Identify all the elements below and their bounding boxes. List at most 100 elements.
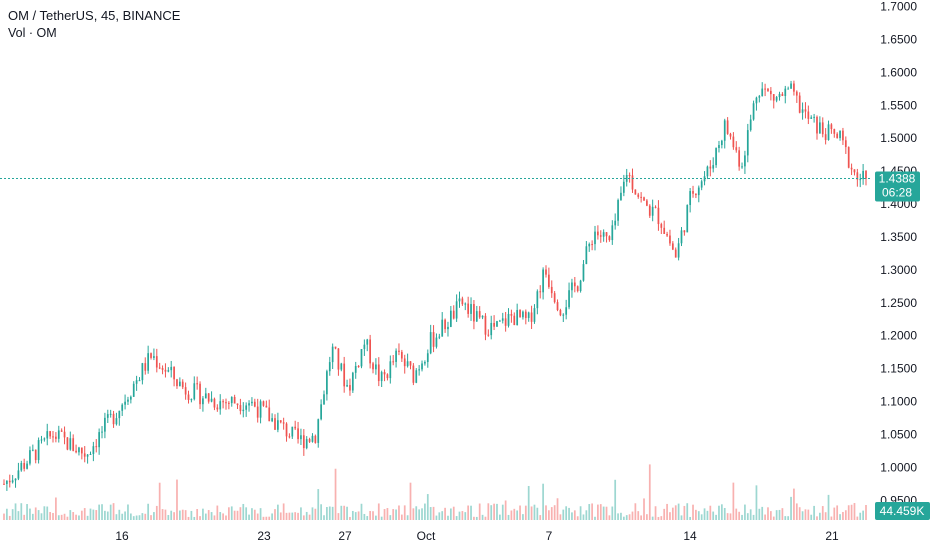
volume-bar — [565, 506, 568, 520]
candle-body — [153, 356, 155, 358]
candle-body — [302, 435, 305, 449]
volume-bar — [334, 468, 337, 520]
candle-body — [602, 232, 605, 237]
volume-bar — [86, 515, 89, 520]
candle-body — [836, 133, 839, 139]
volume-bar — [63, 513, 66, 520]
candle-body — [449, 310, 452, 327]
volume-bar — [173, 512, 175, 520]
volume-bar — [591, 503, 593, 520]
volume-bar — [568, 507, 570, 520]
candle-body — [253, 401, 256, 407]
volume-bar — [850, 504, 853, 520]
candle-body — [556, 302, 559, 311]
candle-body — [527, 312, 530, 318]
volume-bar — [242, 503, 245, 520]
volume-bar — [648, 464, 651, 520]
candle-body — [573, 282, 576, 287]
candle-body — [277, 420, 279, 430]
volume-bar — [646, 514, 648, 520]
candle-body — [389, 361, 392, 379]
candle-body — [199, 383, 201, 405]
candle-body — [441, 319, 444, 337]
volume-bar — [14, 503, 17, 520]
volume-bar — [614, 479, 617, 520]
candle-body — [654, 206, 657, 208]
candle-body — [40, 439, 43, 441]
volume-bar — [190, 510, 193, 520]
candle-body — [406, 361, 409, 367]
volume-bar — [377, 503, 380, 520]
candle-body — [597, 231, 599, 236]
candle-body — [268, 407, 271, 422]
candle-body — [403, 358, 406, 367]
volume-bar — [819, 512, 821, 520]
volume-bar — [225, 515, 227, 520]
volume-bar — [461, 511, 464, 520]
volume-bar — [202, 508, 204, 520]
volume-bar — [412, 508, 415, 520]
candle-body — [749, 119, 752, 131]
candle-body — [57, 430, 60, 439]
candle-body — [821, 122, 824, 135]
candle-body — [764, 88, 766, 90]
volume-bar — [735, 508, 738, 520]
volume-bar — [406, 515, 409, 520]
volume-bar — [233, 510, 236, 520]
y-tick-label: 1.0000 — [880, 460, 917, 474]
volume-tag-value: 44.459K — [880, 504, 925, 518]
volume-bar — [801, 511, 804, 520]
candle-body — [470, 304, 472, 314]
candle-body — [320, 404, 322, 420]
volume-bar — [89, 508, 92, 520]
volume-bar — [533, 504, 536, 520]
volume-bar — [6, 508, 8, 520]
volume-bar — [571, 512, 573, 520]
candle-body — [343, 363, 346, 387]
volume-bar — [475, 516, 478, 520]
volume-bar — [836, 505, 839, 520]
candle-body — [311, 435, 314, 442]
volume-bar — [308, 514, 311, 520]
candle-body — [129, 396, 132, 400]
volume-bar — [236, 510, 239, 520]
candle-body — [86, 454, 89, 457]
volume-bar — [34, 507, 37, 520]
candle-body — [833, 129, 836, 134]
y-tick-label: 1.7000 — [880, 0, 917, 14]
volume-bar — [17, 511, 20, 520]
volume-bar — [504, 500, 507, 520]
volume-bar — [375, 515, 377, 520]
volume-bar — [726, 513, 729, 520]
candle-body — [222, 401, 224, 403]
volume-bar — [723, 507, 726, 520]
candle-body — [78, 447, 80, 453]
volume-bar — [176, 479, 178, 520]
volume-bar — [144, 513, 147, 520]
candle-body — [824, 134, 827, 141]
x-tick-label: Oct — [417, 529, 436, 543]
volume-bar — [669, 512, 671, 520]
volume-bar — [302, 515, 305, 520]
volume-bar — [80, 510, 83, 520]
volume-bar — [862, 510, 864, 520]
candle-body — [377, 364, 380, 382]
y-tick-label: 1.6000 — [880, 65, 917, 79]
volume-bar — [216, 505, 219, 520]
candle-body — [46, 431, 49, 439]
volume-bar — [821, 506, 824, 520]
volume-bar — [793, 488, 795, 520]
volume-bar — [625, 515, 628, 520]
candle-body — [429, 332, 432, 354]
candle-body — [314, 435, 317, 443]
x-tick-label: 21 — [825, 529, 839, 543]
last-price-value: 1.4388 — [879, 172, 916, 186]
candle-body — [66, 437, 69, 450]
candle-body — [565, 307, 568, 315]
volume-bar — [715, 514, 717, 520]
candle-body — [259, 401, 262, 418]
volume-bar — [328, 506, 331, 520]
volume-bar — [282, 503, 285, 520]
candle-body — [271, 418, 273, 422]
